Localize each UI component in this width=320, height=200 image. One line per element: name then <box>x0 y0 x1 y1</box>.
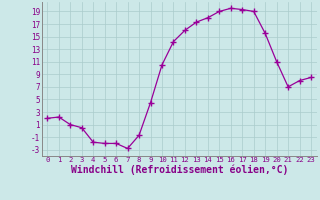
X-axis label: Windchill (Refroidissement éolien,°C): Windchill (Refroidissement éolien,°C) <box>70 165 288 175</box>
